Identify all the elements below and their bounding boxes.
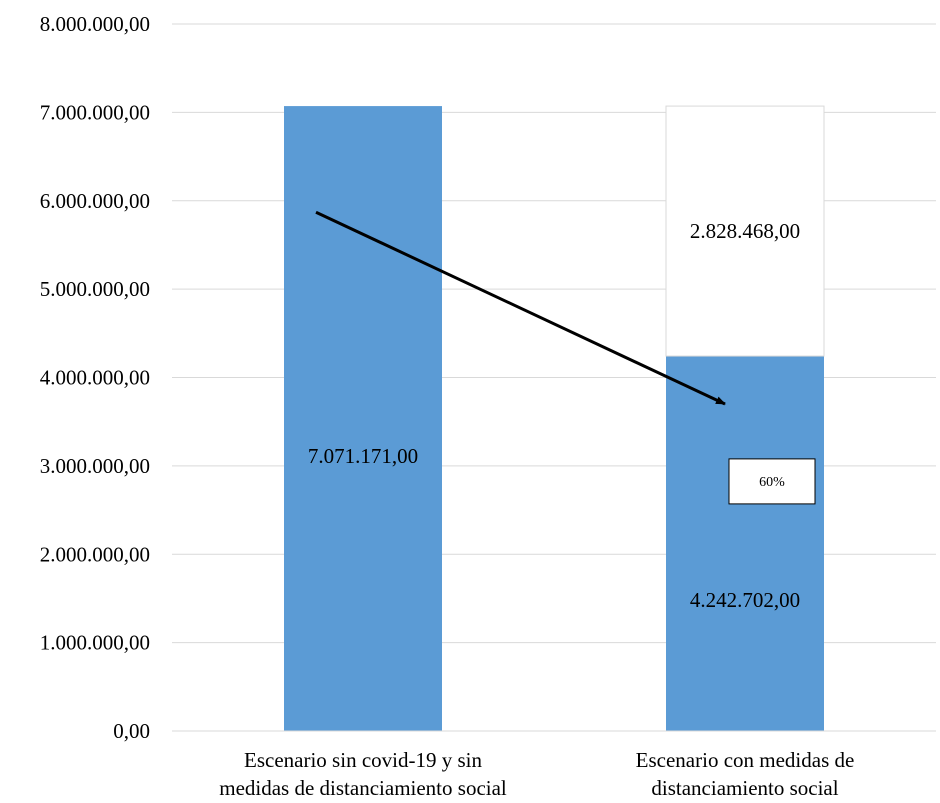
y-tick-label: 6.000.000,00 [40,189,150,213]
y-tick-label: 1.000.000,00 [40,631,150,655]
bar-segment [665,105,825,357]
annotations: 60% [315,210,816,505]
bars: 7.071.171,00 4.242.702,00 2.828.468,00 [284,105,825,731]
y-tick-label: 7.000.000,00 [40,100,150,124]
data-label: 7.071.171,00 [308,444,418,468]
x-category-label: Escenario con medidas de distanciamiento … [636,748,855,800]
data-label: 2.828.468,00 [690,219,800,243]
y-tick-label: 4.000.000,00 [40,366,150,390]
percentage-box [728,458,816,505]
y-tick-label: 5.000.000,00 [40,277,150,301]
bar-segment [666,356,824,731]
x-category-label: Escenario sin covid-19 y sin medidas de d… [219,748,507,800]
x-category-label-line: Escenario sin covid-19 y sin [244,748,482,772]
x-category-label-line: medidas de distanciamiento social [219,776,507,800]
percentage-label: 60% [759,475,785,490]
x-category-label-line: Escenario con medidas de [636,748,855,772]
y-axis: 0,00 1.000.000,00 2.000.000,00 3.000.000,00… [40,12,150,743]
trend-arrow [315,210,726,406]
y-tick-label: 0,00 [113,719,150,743]
bar-segment [284,106,442,731]
y-tick-label: 8.000.000,00 [40,12,150,36]
x-category-label-line: distanciamiento social [651,776,838,800]
data-label: 4.242.702,00 [690,588,800,612]
y-tick-label: 3.000.000,00 [40,454,150,478]
y-tick-label: 2.000.000,00 [40,542,150,566]
x-axis: Escenario sin covid-19 y sin medidas de d… [172,730,936,800]
